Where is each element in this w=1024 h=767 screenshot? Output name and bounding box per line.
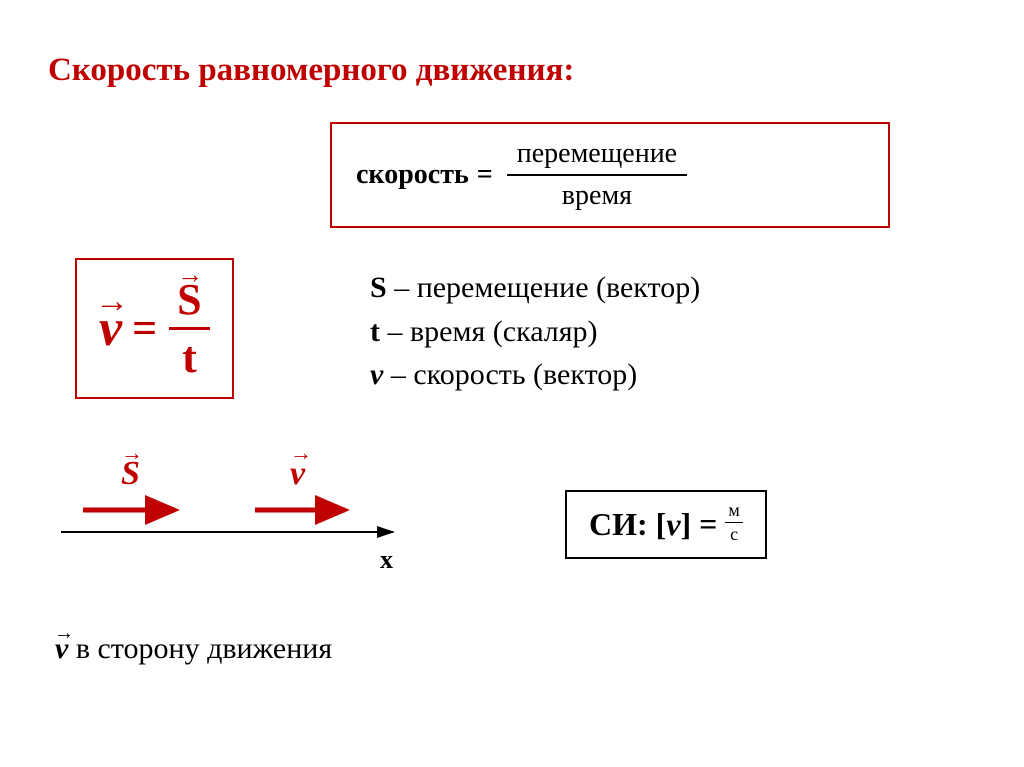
si-prefix: СИ: [ [589,506,666,543]
def-line-s: S – перемещение (вектор) [370,266,700,310]
si-unit-den: с [725,523,742,545]
word-denominator: время [507,176,687,212]
def-text: – время (скаляр) [380,315,598,348]
diagram-svg: S→v→ [55,450,400,560]
word-numerator: перемещение [507,138,687,176]
page-title: Скорость равномерного движения: [48,52,574,89]
def-line-v: v – скорость (вектор) [370,353,700,397]
svg-text:→: → [290,450,312,465]
bottom-rest: в сторону движения [68,632,332,665]
arrow-over-icon: → [177,260,203,290]
word-formula-box: скорость = перемещение время [330,122,890,228]
formula-fraction: → S t [169,274,209,383]
arrow-over-icon: → [95,283,129,321]
v-vector-symbol: → v [99,299,122,358]
word-lhs: скорость [356,159,469,191]
vector-formula-box: → v = → S t [75,258,234,399]
arrow-over-icon: → [54,622,74,645]
formula-denominator: t [169,330,209,383]
si-unit-num: м [725,500,742,523]
formula-numerator: → S [169,274,209,330]
vector-diagram: S→v→ [55,450,400,560]
v-vector-small: → v [55,632,68,666]
def-text: – скорость (вектор) [383,358,637,391]
formula-eq: = [132,303,157,354]
si-units-box: СИ: [v] = м с [565,490,767,559]
def-symbol: S [370,271,387,304]
def-text: – перемещение (вектор) [387,271,701,304]
def-symbol: t [370,315,380,348]
word-eq: = [477,159,493,191]
definitions-block: S – перемещение (вектор) t – время (скал… [370,266,700,397]
si-symbol: v [666,506,680,543]
bottom-caption: → v в сторону движения [55,632,332,666]
si-suffix: ] = [681,506,718,543]
def-symbol: v [370,358,383,391]
def-line-t: t – время (скаляр) [370,310,700,354]
word-fraction: перемещение время [507,138,687,212]
x-axis-label: x [380,545,393,575]
si-fraction: м с [725,500,742,545]
svg-text:→: → [121,450,143,465]
